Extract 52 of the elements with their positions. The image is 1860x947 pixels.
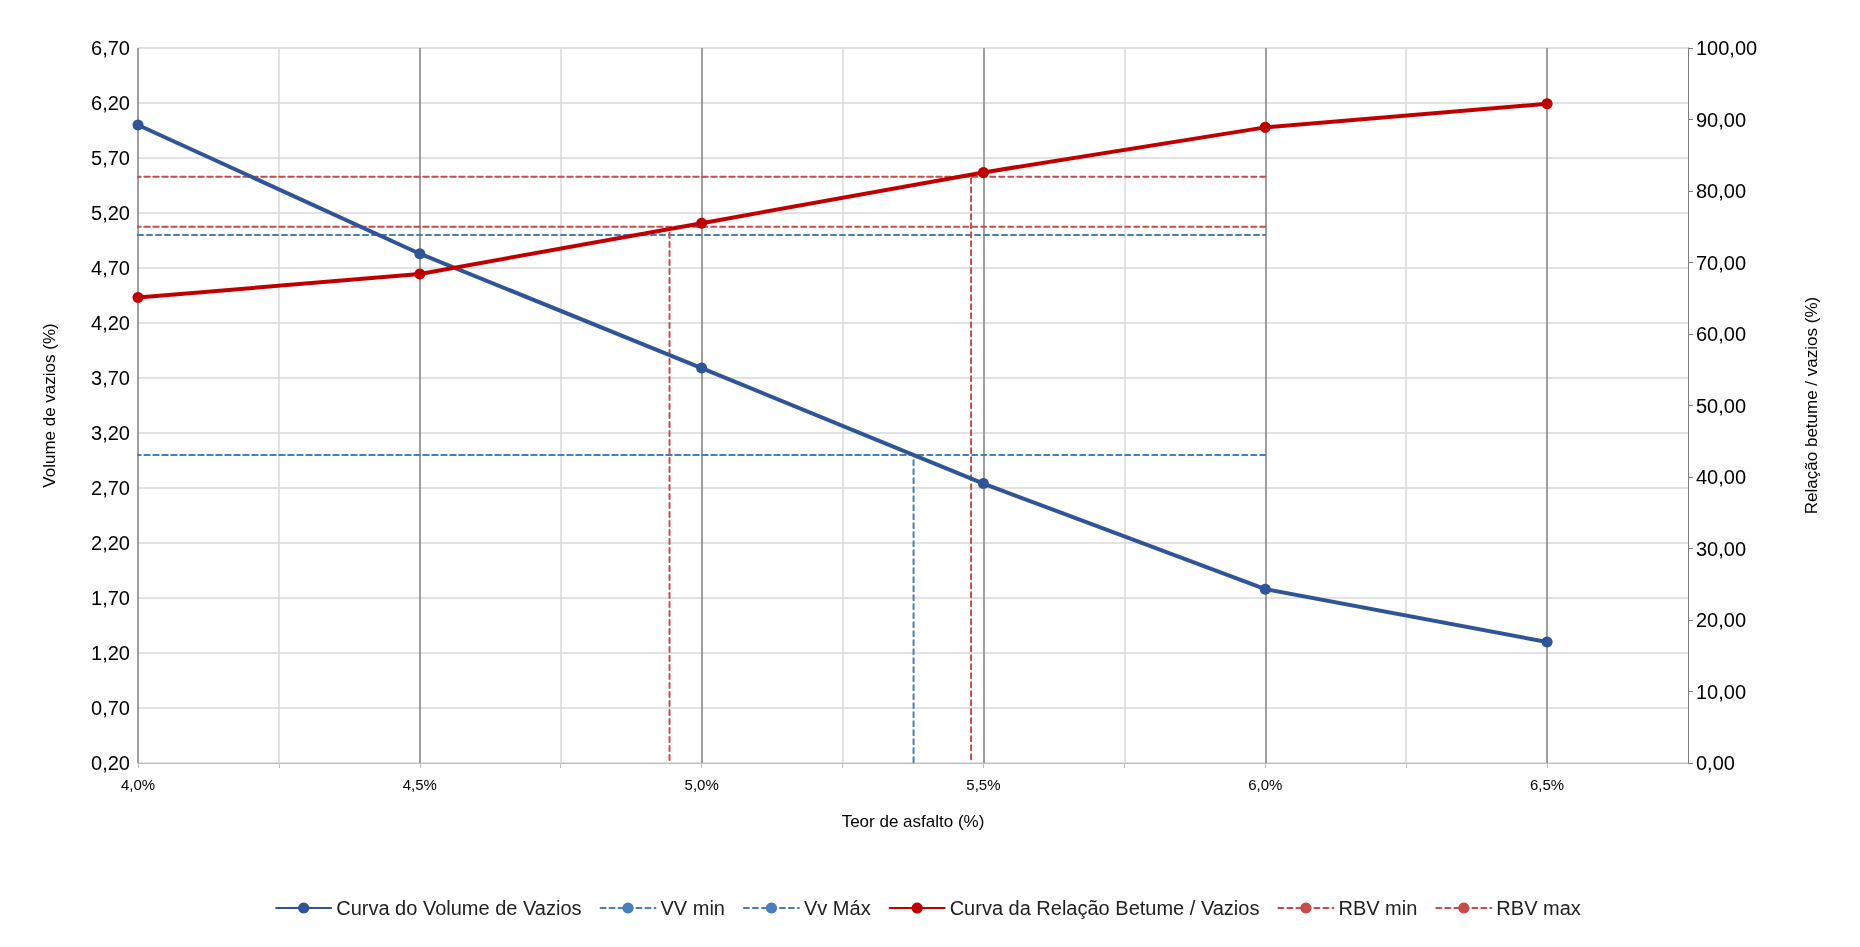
point (1541, 636, 1553, 648)
point (977, 478, 989, 490)
y-tick-label: 0,20 (91, 752, 130, 774)
y2-tick-label: 90,00 (1696, 108, 1747, 131)
legend-label: VV min (660, 897, 725, 919)
legend-label: Curva da Relação Betume / Vazios (949, 897, 1260, 919)
y-tick-label: 6,70 (91, 37, 130, 59)
point (132, 292, 144, 304)
point (414, 268, 426, 280)
y-axis-title: Volume de vazios (%) (40, 323, 59, 488)
y-tick-label: 3,20 (91, 422, 130, 444)
point (132, 119, 144, 131)
y-tick-label: 4,70 (91, 257, 130, 279)
x-tick-label: 4,5% (402, 776, 437, 793)
x-tick-label: 6,0% (1248, 776, 1283, 793)
y2-tick-label: 60,00 (1696, 323, 1747, 345)
y-tick-label: 5,70 (91, 147, 130, 169)
point (1259, 121, 1271, 133)
x-axis-title: Teor de asfalto (%) (841, 812, 985, 831)
legend-label: Vv Máx (803, 897, 871, 919)
x-tick-label: 5,5% (966, 776, 1001, 793)
point (977, 166, 989, 178)
legend-label: RBV max (1496, 897, 1581, 919)
x-tick-label: 4,0% (120, 776, 156, 793)
y-tick-label: 1,20 (91, 642, 130, 664)
y-tick-label: 4,20 (91, 312, 130, 334)
point (696, 217, 708, 229)
y2-axis-title: Relação betume / vazios (%) (1802, 296, 1821, 515)
y2-tick-label: 50,00 (1696, 394, 1747, 417)
x-tick-label: 5,0% (684, 776, 719, 793)
point (1541, 98, 1553, 110)
y2-tick-label: 10,00 (1696, 680, 1747, 703)
point (414, 248, 426, 260)
y2-tick-label: 80,00 (1696, 180, 1747, 202)
y-tick-label: 0,70 (91, 697, 130, 719)
y-tick-label: 2,70 (91, 477, 130, 499)
y2-tick-label: 100,00 (1696, 37, 1758, 59)
y-tick-label: 2,20 (91, 532, 130, 554)
point (696, 362, 708, 374)
y-tick-label: 1,70 (91, 587, 130, 609)
y-tick-label: 3,70 (91, 367, 130, 389)
point (1259, 583, 1271, 595)
y-tick-label: 5,20 (91, 202, 130, 224)
y-tick-label: 6,20 (91, 92, 130, 114)
y2-tick-label: 30,00 (1696, 537, 1747, 560)
y2-tick-label: 40,00 (1696, 466, 1747, 488)
y2-tick-label: 0,00 (1696, 752, 1735, 774)
legend-label: Curva do Volume de Vazios (336, 897, 582, 919)
legend-label: RBV min (1338, 897, 1418, 919)
y2-tick-label: 70,00 (1696, 251, 1747, 274)
y2-tick-label: 20,00 (1696, 609, 1747, 631)
x-tick-label: 6,5% (1529, 776, 1565, 793)
